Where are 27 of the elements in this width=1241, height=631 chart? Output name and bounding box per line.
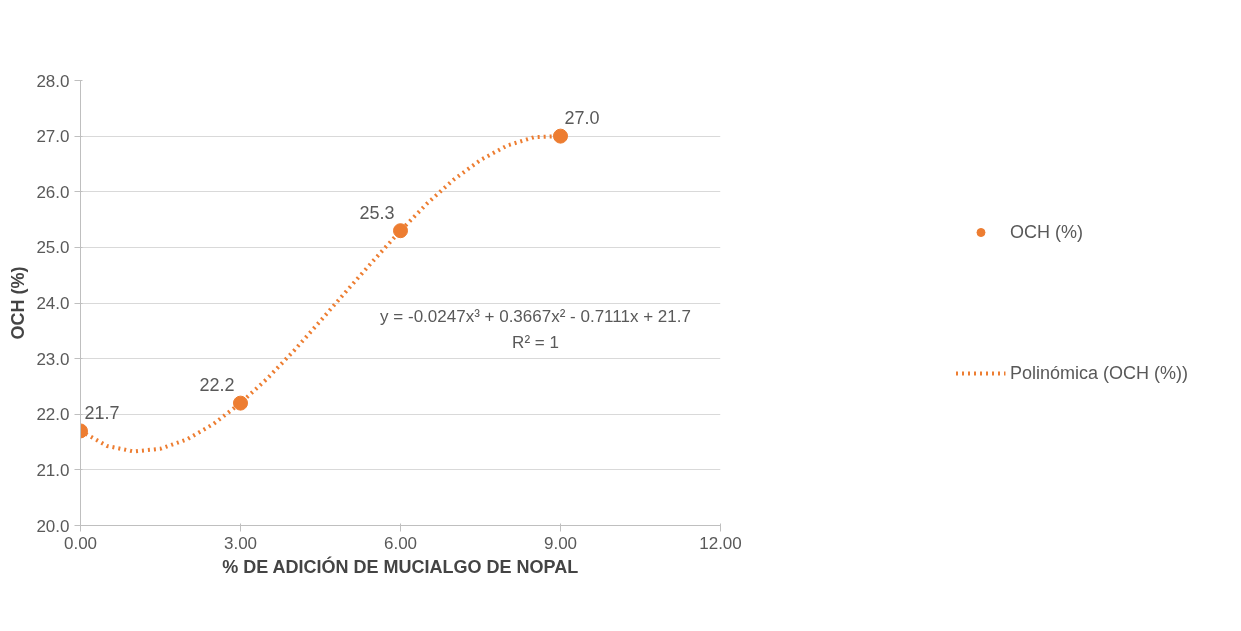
x-tick-label: 6.00 bbox=[383, 533, 418, 553]
y-tick-label: 28.0 bbox=[36, 71, 70, 91]
y-tick-label: 22.0 bbox=[36, 405, 70, 425]
y-tick-label: 25.0 bbox=[36, 238, 70, 258]
point bbox=[233, 395, 248, 411]
y-tick-label: 21.0 bbox=[36, 460, 70, 480]
data-label: 21.7 bbox=[84, 402, 120, 423]
annotation: R² = 1 bbox=[512, 332, 559, 352]
point bbox=[553, 128, 568, 144]
legend-label: Polinómica (OCH (%)) bbox=[1009, 362, 1189, 384]
x-tick-label: 0.00 bbox=[63, 533, 98, 553]
y-tick-label: 20.0 bbox=[36, 516, 70, 536]
y-tick-label: 23.0 bbox=[36, 349, 70, 369]
data-label: 25.3 bbox=[359, 202, 395, 223]
y-tick-label: 24.0 bbox=[36, 294, 70, 313]
point bbox=[393, 223, 408, 239]
x-tick-label: 12.00 bbox=[699, 533, 742, 553]
x-axis-title: % DE ADICIÓN DE MUCIALGO DE NOPAL bbox=[222, 555, 579, 577]
data-label: 22.2 bbox=[199, 375, 235, 396]
x-tick-label: 3.00 bbox=[223, 533, 258, 553]
annotation: y = -0.0247x³ + 0.3667x² - 0.7111x + 21.7 bbox=[380, 306, 691, 326]
y-axis-title: OCH (%) bbox=[8, 266, 29, 340]
y-tick-label: 26.0 bbox=[36, 182, 70, 202]
legend-label: OCH (%) bbox=[1009, 221, 1083, 243]
x-tick-label: 9.00 bbox=[543, 533, 578, 553]
y-tick-label: 27.0 bbox=[36, 127, 70, 147]
data-label: 27.0 bbox=[564, 108, 600, 129]
